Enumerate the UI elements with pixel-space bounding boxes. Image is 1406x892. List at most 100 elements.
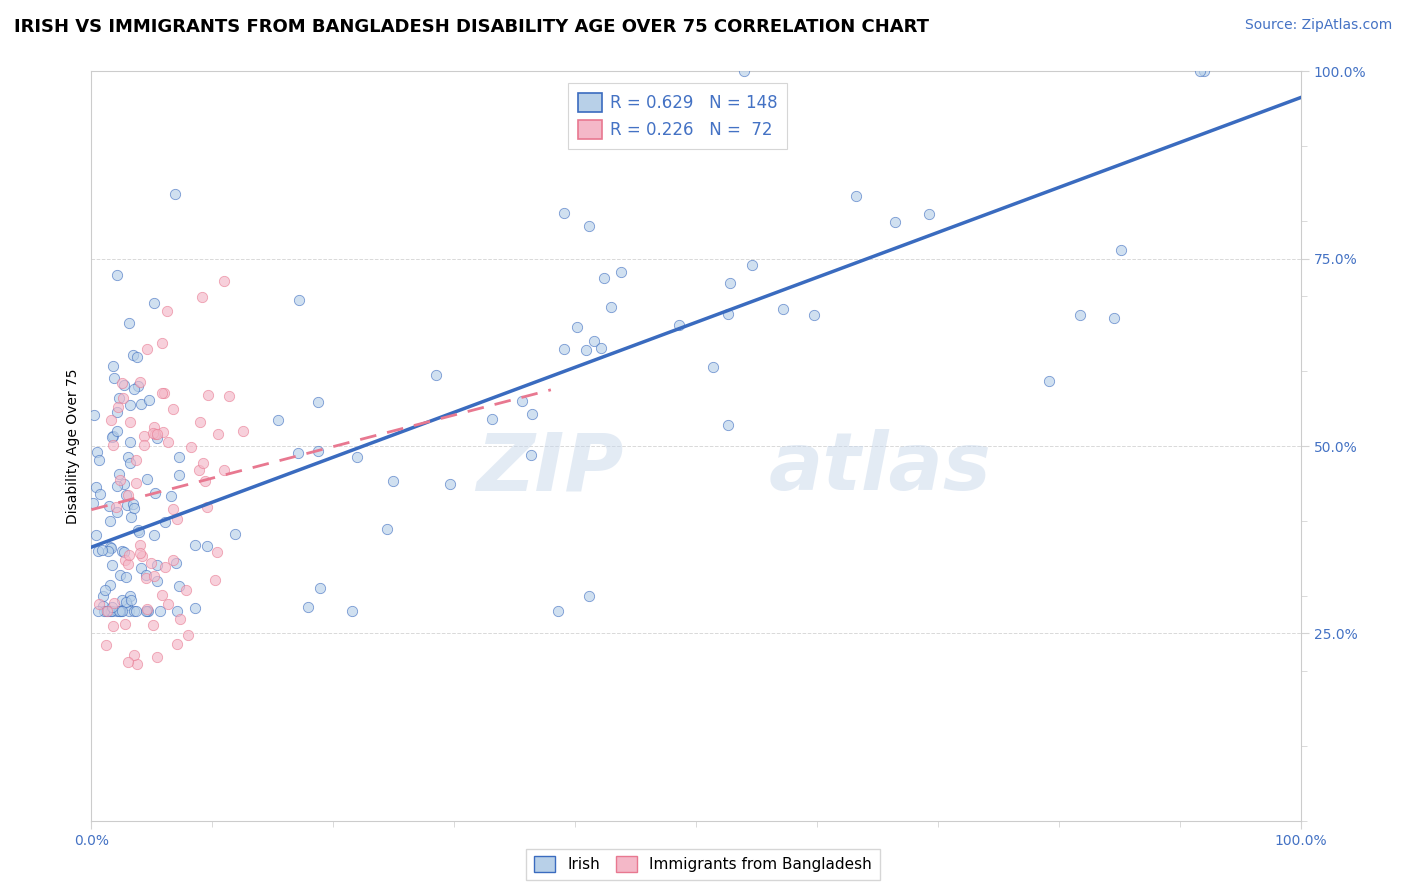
Point [1189,64,1212,78]
Point [169,612,191,626]
Point [169,468,191,483]
Point [108,473,131,487]
Point [136,472,159,486]
Point [118,435,141,450]
Point [309,581,332,595]
Point [94,638,117,652]
Point [118,316,141,330]
Point [195,500,218,514]
Point [122,348,145,362]
Point [287,446,309,460]
Point [122,382,145,396]
Point [575,343,598,358]
Point [111,544,134,558]
Point [101,359,124,373]
Point [307,444,329,458]
Point [149,604,172,618]
Point [120,415,142,429]
Point [204,573,226,587]
Point [118,398,141,412]
Point [114,553,136,567]
Point [174,583,197,598]
Point [120,510,142,524]
Point [153,385,176,400]
Point [146,649,169,664]
Point [134,428,156,442]
Point [197,388,219,402]
Point [139,556,162,570]
Point [741,258,763,272]
Point [108,604,131,618]
Point [93,604,115,618]
Point [108,568,131,582]
Point [167,579,190,593]
Point [125,475,148,490]
Point [101,604,124,618]
Point [150,335,173,350]
Point [207,427,229,442]
Point [105,505,128,519]
Point [131,549,153,563]
Point [218,389,240,403]
Point [162,502,184,516]
Point [136,604,159,618]
Point [103,371,125,385]
Text: atlas: atlas [769,429,991,508]
Point [702,360,724,375]
Point [1192,64,1215,78]
Point [111,376,134,391]
Point [98,578,121,592]
Point [117,655,139,669]
Point [111,604,134,618]
Point [112,391,135,405]
Point [578,589,600,603]
Legend: Irish, Immigrants from Bangladesh: Irish, Immigrants from Bangladesh [526,848,880,880]
Point [143,295,166,310]
Point [205,545,228,559]
Point [129,397,152,411]
Point [115,570,138,584]
Point [91,543,114,558]
Point [150,386,173,401]
Point [519,448,541,462]
Point [118,604,141,618]
Point [128,546,150,560]
Point [136,604,159,618]
Point [162,401,184,416]
Point [97,604,120,618]
Point [194,474,217,488]
Point [180,440,202,454]
Point [142,425,165,440]
Point [83,409,105,423]
Point [153,560,176,574]
Point [107,392,129,406]
Point [105,268,128,282]
Point [733,64,755,78]
Point [98,540,121,554]
Point [103,596,125,610]
Point [346,450,368,465]
Point [100,604,122,618]
Point [583,334,606,348]
Point [190,290,212,304]
Point [166,637,188,651]
Point [578,219,600,233]
Point [553,342,575,356]
Point [86,480,108,494]
Point [143,486,166,500]
Point [117,557,139,571]
Point [115,488,138,502]
Point [115,498,138,512]
Point [117,488,139,502]
Point [717,418,740,433]
Point [132,438,155,452]
Point [146,574,169,588]
Point [108,604,131,618]
Point [101,600,124,615]
Point [100,604,122,618]
Point [135,604,157,618]
Point [117,450,139,464]
Point [118,456,141,470]
Point [212,274,235,288]
Point [142,569,165,583]
